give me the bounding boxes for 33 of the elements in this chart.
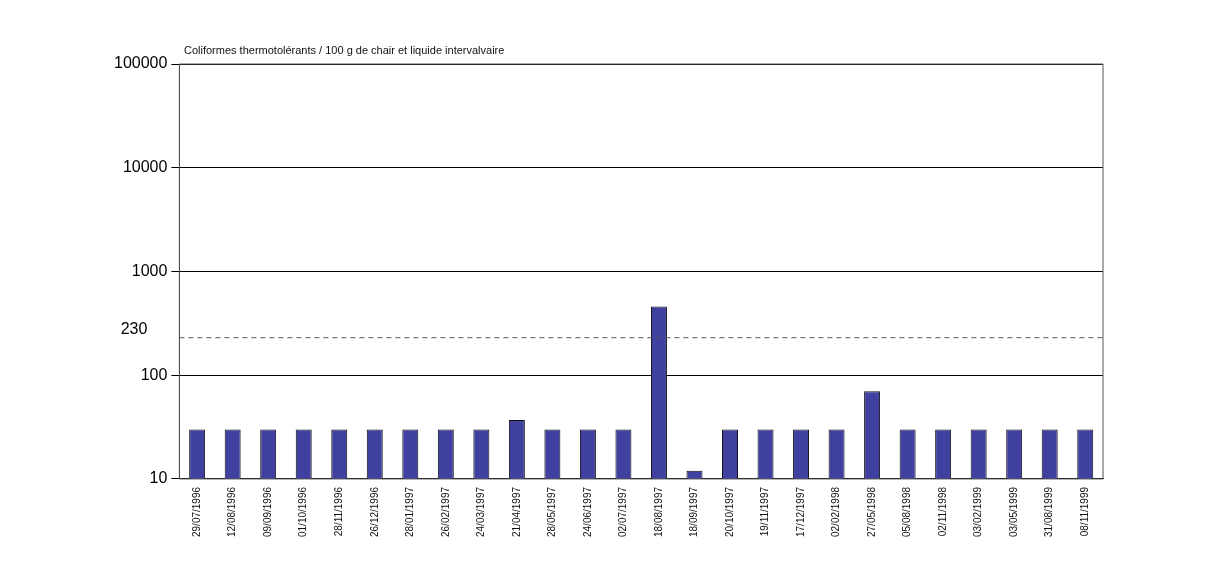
x-tick-label: 03/05/1999 [1007,486,1019,538]
x-tick-label: 19/11/1997 [759,486,771,537]
x-tick-label: 12/08/1996 [226,486,238,538]
ref-line-label: 230 [120,320,148,338]
x-tick-label: 29/07/1996 [190,486,202,538]
y-tick-label: 10 [149,469,168,487]
chart-title: Coliformes thermotolérants / 100 g de chair et liquide intervalvaire [184,44,505,56]
x-tick-label: 21/04/1997 [510,486,522,538]
x-tick-label: 26/02/1997 [439,486,451,538]
x-tick-label: 28/01/1997 [404,486,416,538]
y-tick-label: 10000 [122,158,168,176]
x-tick-label: 18/09/1997 [688,486,700,538]
x-tick-label: 05/08/1998 [901,486,913,538]
x-tick-label: 24/03/1997 [475,486,487,538]
x-tick-label: 02/07/1997 [617,486,629,538]
x-tick-label: 31/08/1999 [1043,486,1055,538]
x-tick-label: 20/10/1997 [723,486,735,538]
x-tick-label: 09/09/1996 [261,486,273,538]
x-tick-label: 02/02/1998 [830,486,842,538]
y-tick-label: 1000 [131,261,168,279]
x-tick-label: 03/02/1999 [972,486,984,538]
y-tick-label: 100 [140,365,168,383]
x-tick-label: 24/06/1997 [581,486,593,538]
x-tick-label: 28/05/1997 [546,486,558,538]
x-tick-label: 08/11/1999 [1078,486,1090,537]
y-tick-label: 100000 [114,54,168,72]
x-tick-label: 02/11/1998 [936,486,948,537]
x-tick-label: 01/10/1996 [297,486,309,538]
x-tick-label: 27/05/1998 [865,486,877,538]
x-tick-label: 28/11/1996 [333,486,344,537]
x-tick-label: 18/08/1997 [652,486,664,538]
x-tick-label: 26/12/1996 [368,486,380,538]
x-tick-label: 17/12/1997 [794,486,806,538]
